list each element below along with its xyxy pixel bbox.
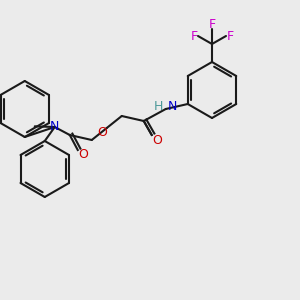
Text: F: F — [190, 29, 198, 43]
Text: F: F — [208, 17, 216, 31]
Text: N: N — [50, 119, 59, 133]
Text: N: N — [168, 100, 177, 113]
Text: F: F — [226, 29, 234, 43]
Text: H: H — [153, 100, 163, 113]
Text: O: O — [152, 134, 162, 146]
Text: O: O — [78, 148, 88, 161]
Text: O: O — [97, 125, 107, 139]
